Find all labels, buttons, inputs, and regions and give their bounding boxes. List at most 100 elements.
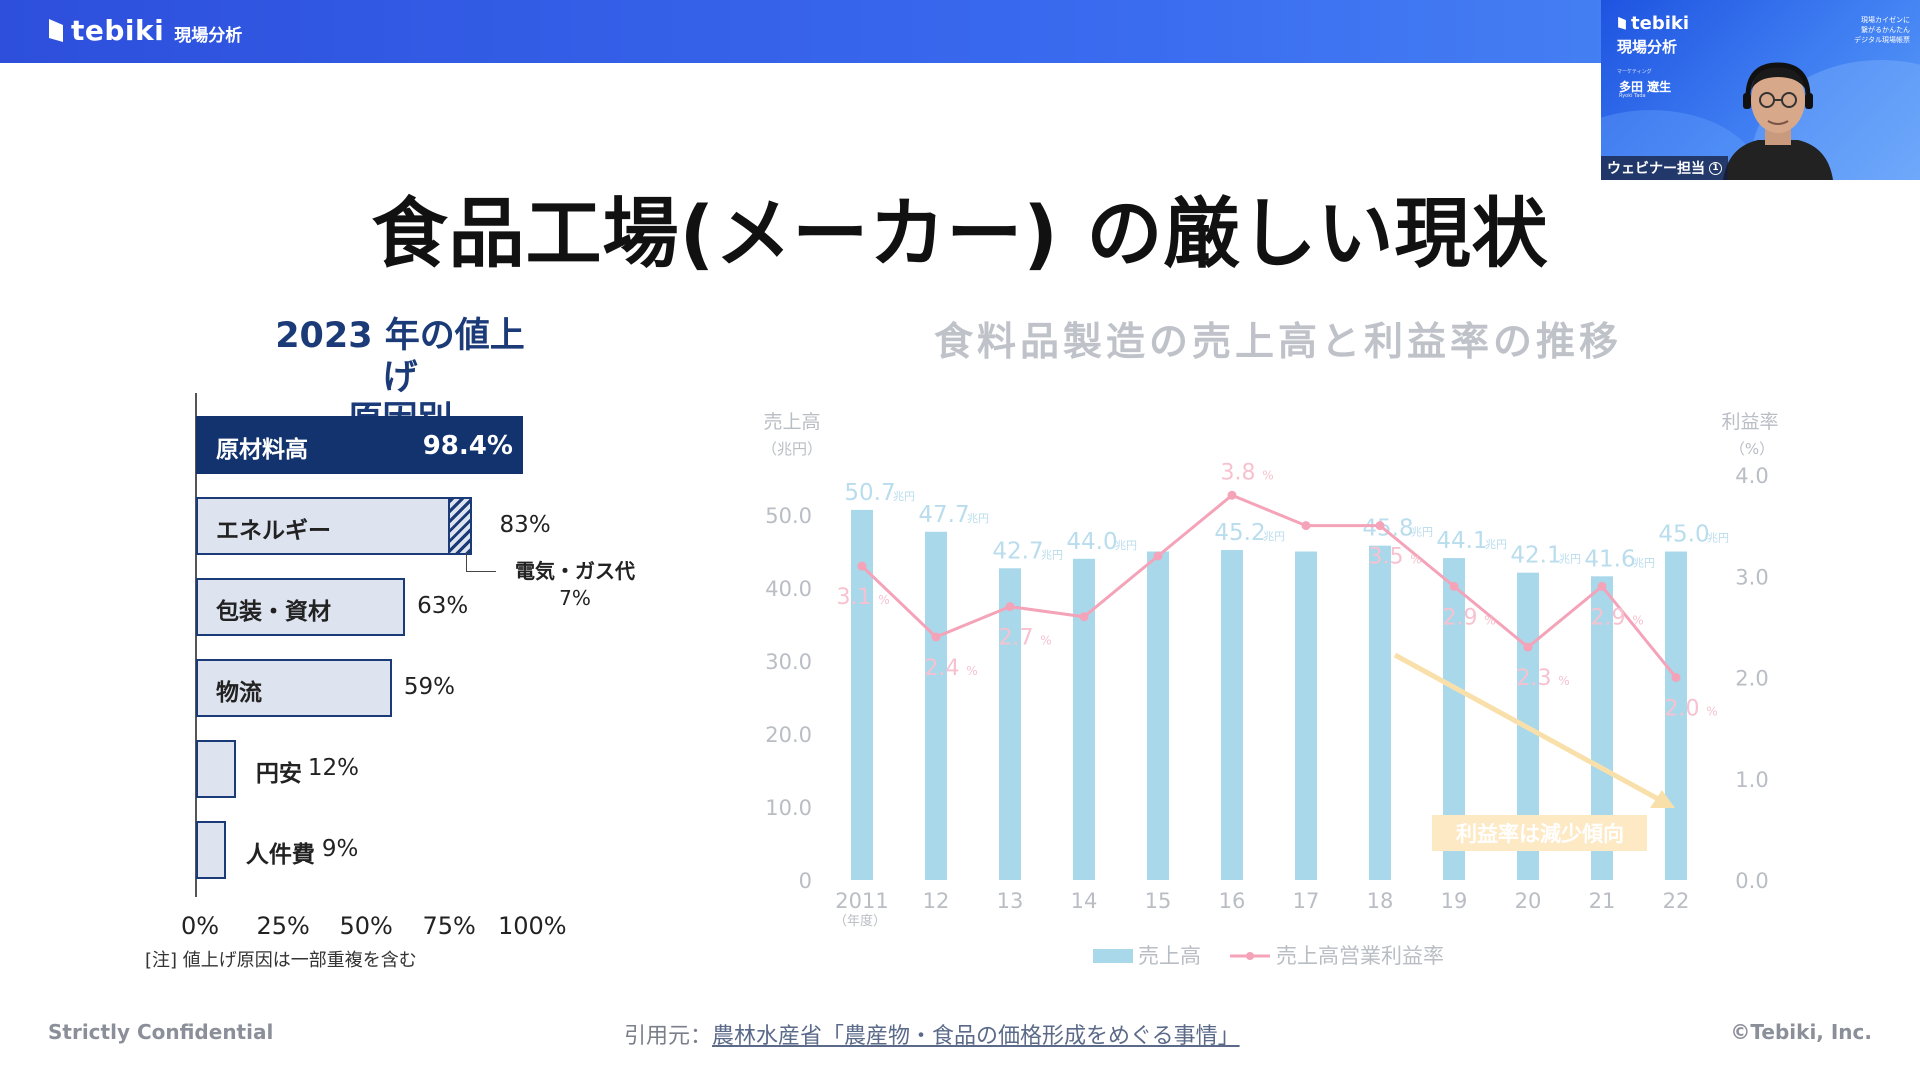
header-bar: tebiki 現場分析	[0, 0, 1920, 63]
brand-sub: 現場分析	[174, 26, 243, 46]
bar-value: 63%	[417, 593, 469, 619]
presenter-avatar	[1723, 62, 1833, 180]
x-tick-label: 100%	[498, 912, 567, 940]
sales-bar	[1073, 558, 1095, 880]
sales-bar-label: 50.7	[844, 480, 895, 506]
video-person-name: 多田 遼生	[1619, 80, 1672, 94]
x-tick-label: 14	[1071, 889, 1098, 913]
tebiki-logo-icon	[49, 18, 63, 42]
profit-rate-line	[860, 493, 1678, 679]
y-right-tick-label: 2.0	[1735, 667, 1768, 691]
sales-bar-unit: 兆円	[1707, 532, 1729, 545]
bar-5	[196, 740, 236, 798]
sales-bar-unit: 兆円	[1559, 553, 1581, 566]
annotation-box	[1432, 815, 1647, 851]
y-right-tick-label: 0.0	[1735, 869, 1768, 893]
x-tick-label: 22	[1663, 889, 1690, 913]
footer-source-prefix: 引用元：	[624, 1024, 713, 1049]
profit-rate-label: 2.9	[1443, 605, 1478, 630]
x-tick-label: 20	[1515, 889, 1542, 913]
right-chart-marks: 0 10.0 20.0 30.0 40.0 50.0 0.0 1.0 2.0 3.0 4.0 50.7…	[765, 460, 1768, 913]
y-left-tick-label: 50.0	[765, 504, 812, 528]
legend-line-marker	[1246, 952, 1254, 960]
sales-bar-label: 42.7	[992, 538, 1043, 564]
footer-confidential: Strictly Confidential	[48, 1020, 274, 1044]
sales-bar	[1665, 551, 1687, 880]
bar-value: 12%	[307, 755, 359, 781]
left-chart-y-axis	[195, 393, 197, 897]
profit-rate-label: 2.9	[1591, 605, 1626, 630]
profit-rate-unit: %	[1706, 705, 1717, 719]
presenter-video[interactable]: tebiki 現場分析 現場カイゼンに 繋がるかんたん デジタル現場帳票 マーケ…	[1601, 0, 1920, 180]
sales-bar-unit: 兆円	[1263, 530, 1285, 543]
legend-bar-label: 売上高	[1138, 944, 1201, 968]
profit-rate-unit: %	[1484, 613, 1495, 627]
sales-bar	[999, 568, 1021, 880]
callout-label-line2: 7%	[559, 586, 591, 610]
sales-bar-label: 44.1	[1436, 528, 1487, 554]
sales-bar-label: 42.1	[1510, 543, 1561, 569]
sales-bar-unit: 兆円	[1041, 548, 1063, 561]
callout-connector	[466, 552, 496, 572]
profit-rate-point	[1005, 602, 1015, 612]
sales-bar-unit: 兆円	[893, 490, 915, 503]
legend-bar-swatch	[1093, 949, 1133, 963]
sales-bar-label: 45.2	[1214, 520, 1265, 546]
sales-bar-label: 45.0	[1658, 522, 1709, 548]
bar-label: 円安	[255, 761, 302, 787]
sales-bar	[1221, 550, 1243, 880]
y-right-tick-label: 3.0	[1735, 565, 1768, 589]
bar-value: 98.4%	[422, 431, 513, 461]
profit-rate-point	[857, 561, 867, 571]
x-tick-label: 0%	[181, 912, 220, 940]
profit-rate-unit: %	[1410, 553, 1421, 567]
annotation-text: 利益率は減少傾向	[1456, 822, 1624, 846]
left-chart-note: [注] 値上げ原因は一部重複を含む	[145, 950, 417, 971]
sales-bar	[1443, 558, 1465, 880]
profit-rate-unit: %	[1040, 634, 1051, 648]
sales-bar-label: 44.0	[1066, 529, 1117, 555]
x-tick-label: 2011	[835, 889, 888, 913]
profit-rate-point	[1153, 551, 1163, 561]
left-axis-title: 売上高	[763, 411, 820, 433]
sales-bar	[925, 531, 947, 880]
profit-rate-point	[1597, 581, 1607, 591]
profit-rate-point	[1523, 642, 1533, 652]
profit-rate-label: 2.7	[999, 626, 1034, 651]
bar-label: エネルギー	[216, 518, 331, 544]
x-tick-label: 15	[1145, 889, 1172, 913]
video-tagline: 現場カイゼンに 繋がるかんたん デジタル現場帳票	[1854, 16, 1910, 44]
profit-rate-label: 3.1	[837, 585, 872, 610]
profit-rate-unit: %	[1558, 674, 1569, 688]
bar-label: 人件費	[245, 842, 315, 868]
video-label-text: ウェビナー担当	[1607, 161, 1705, 177]
x-tick-label: 21	[1589, 889, 1616, 913]
sales-bar	[1369, 545, 1391, 880]
sales-bar-unit: 兆円	[1115, 539, 1137, 552]
footer-source-link[interactable]: 農林水産省「農産物・食品の価格形成をめぐる事情」	[712, 1024, 1240, 1049]
profit-rate-label: 2.4	[925, 656, 960, 681]
bar-label: 包装・資材	[216, 599, 331, 625]
x-tick-label: 16	[1219, 889, 1246, 913]
profit-rate-label: 3.8	[1221, 460, 1256, 485]
y-right-tick-label: 1.0	[1735, 768, 1768, 792]
legend-line-label: 売上高営業利益率	[1276, 944, 1444, 968]
trend-arrow-line	[1393, 652, 1662, 803]
y-left-tick-label: 40.0	[765, 577, 812, 601]
video-role-tag: マーケティング	[1617, 69, 1652, 75]
video-label-number: 1	[1709, 161, 1722, 175]
profit-rate-unit: %	[1262, 468, 1273, 482]
x-tick-label: 18	[1367, 889, 1394, 913]
y-left-tick-label: 10.0	[765, 796, 812, 820]
x-axis-unit: （年度）	[834, 913, 886, 929]
profit-rate-label: 3.5	[1369, 545, 1404, 570]
tebiki-logo-icon	[1618, 16, 1626, 30]
right-axis-unit: （%）	[1730, 440, 1774, 458]
bar-value: 59%	[403, 674, 455, 700]
brand-logo[interactable]: tebiki 現場分析	[47, 14, 242, 47]
sales-bar-unit: 兆円	[1485, 538, 1507, 551]
bar-4	[196, 659, 392, 717]
bar-3	[196, 578, 406, 636]
sales-bar-label: 47.7	[918, 502, 969, 528]
